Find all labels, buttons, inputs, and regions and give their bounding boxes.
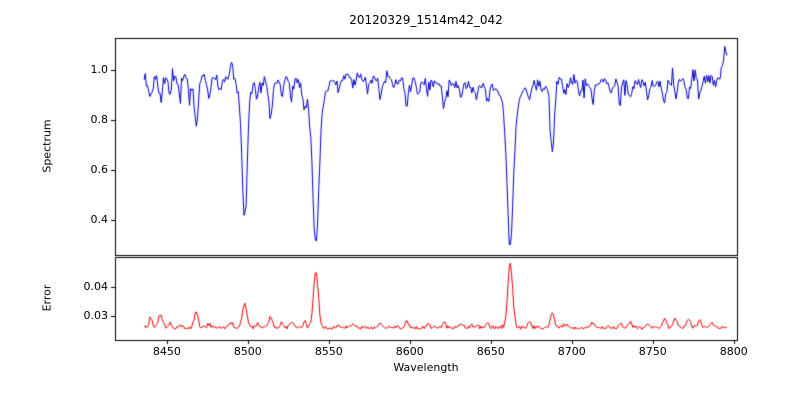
spectrum-y-tick-label: 0.8 [90,113,109,127]
x-tick-label: 8800 [719,345,748,358]
x-axis-label: Wavelength [393,361,459,374]
x-tick-label: 8650 [476,345,505,358]
error-y-tick-label: 0.04 [83,279,109,293]
x-tick-label: 8450 [152,345,181,358]
chart-title: 20120329_1514m42_042 [349,13,503,27]
spectrum-y-tick-label: 0.6 [90,163,109,177]
spectrum-y-axis-label: Spectrum [40,119,54,173]
x-tick-label: 8600 [395,345,424,358]
x-tick-label: 8500 [233,345,262,358]
x-tick-label: 8550 [314,345,343,358]
spectrum-y-tick-label: 1.0 [90,63,109,77]
error-y-tick-label: 0.03 [83,309,109,323]
x-tick-label: 8750 [638,345,667,358]
spectrum-y-tick-label: 0.4 [90,213,109,227]
x-tick-label: 8700 [557,345,586,358]
error-y-axis-label: Error [40,284,54,312]
